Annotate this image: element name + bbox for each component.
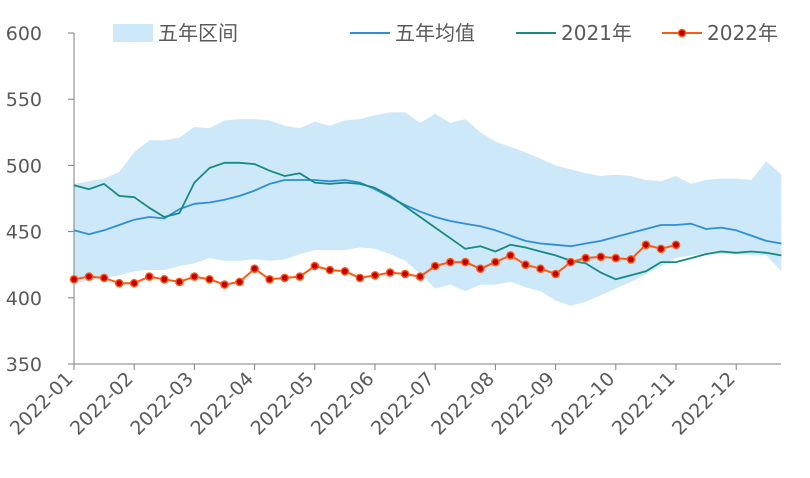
x-tick-label: 2022-09	[487, 368, 559, 440]
x-tick-label: 2022-08	[427, 368, 499, 440]
data-point	[205, 274, 214, 284]
legend-label-1: 五年均值	[395, 21, 475, 45]
y-tick-label: 350	[6, 354, 42, 376]
data-point	[310, 261, 320, 271]
y-tick-label: 600	[6, 23, 42, 45]
data-point	[144, 272, 154, 281]
data-point	[626, 255, 636, 264]
x-tick-label: 2022-01	[6, 368, 78, 440]
x-tick-label: 2022-05	[247, 368, 319, 440]
data-point	[506, 251, 515, 260]
data-point	[460, 257, 470, 267]
data-point	[385, 268, 395, 277]
legend-label-2: 2021年	[561, 21, 632, 45]
data-point	[340, 266, 350, 276]
data-point	[476, 264, 485, 274]
data-point	[536, 264, 545, 274]
data-point	[220, 280, 229, 289]
data-point	[250, 264, 259, 274]
series-line	[73, 179, 782, 248]
data-point	[656, 244, 666, 254]
series-3	[69, 240, 681, 289]
y-tick-label: 450	[6, 222, 42, 244]
series-2	[73, 161, 782, 281]
x-tick-label: 2022-04	[186, 368, 258, 440]
data-point	[400, 269, 410, 279]
data-point	[114, 278, 124, 288]
data-point	[415, 272, 425, 281]
legend: 五年区间 五年均值 2021年 2022年	[113, 21, 778, 45]
data-point	[235, 277, 244, 287]
y-tick-label: 400	[6, 288, 42, 310]
data-point	[99, 273, 109, 283]
y-tick-label: 550	[6, 89, 42, 111]
legend-label-3: 2022年	[707, 21, 778, 45]
series-1	[73, 179, 782, 248]
data-point	[566, 257, 576, 267]
x-tick-label: 2022-10	[548, 368, 620, 440]
data-point	[159, 274, 169, 284]
data-point	[265, 274, 274, 284]
data-point	[641, 240, 651, 250]
x-tick-label: 2022-06	[307, 368, 379, 440]
data-point	[671, 240, 681, 250]
data-point	[611, 253, 621, 263]
x-tick-label: 2022-03	[126, 368, 198, 440]
legend-swatch-band	[113, 24, 153, 42]
data-point	[355, 273, 365, 283]
series-layer	[69, 161, 782, 289]
data-point	[295, 272, 305, 281]
data-point	[551, 269, 560, 279]
x-tick-label: 2022-11	[608, 368, 680, 440]
data-point	[430, 261, 440, 271]
data-point	[491, 257, 500, 267]
data-point	[596, 252, 606, 262]
data-point	[445, 257, 455, 267]
data-point	[190, 272, 199, 281]
data-point	[581, 253, 591, 263]
legend-marker	[677, 28, 687, 38]
data-point	[521, 260, 530, 270]
data-point	[69, 274, 79, 284]
data-point	[280, 273, 290, 283]
data-point	[370, 270, 380, 280]
data-point	[175, 277, 184, 287]
y-tick-label: 500	[6, 155, 42, 177]
series-line	[73, 161, 782, 281]
legend-label-band: 五年区间	[158, 21, 238, 45]
x-tick-label: 2022-02	[66, 368, 138, 440]
data-point	[325, 265, 335, 275]
data-point	[84, 272, 94, 281]
x-tick-label: 2022-12	[668, 368, 740, 440]
data-point	[129, 278, 139, 288]
x-tick-label: 2022-07	[367, 368, 439, 440]
